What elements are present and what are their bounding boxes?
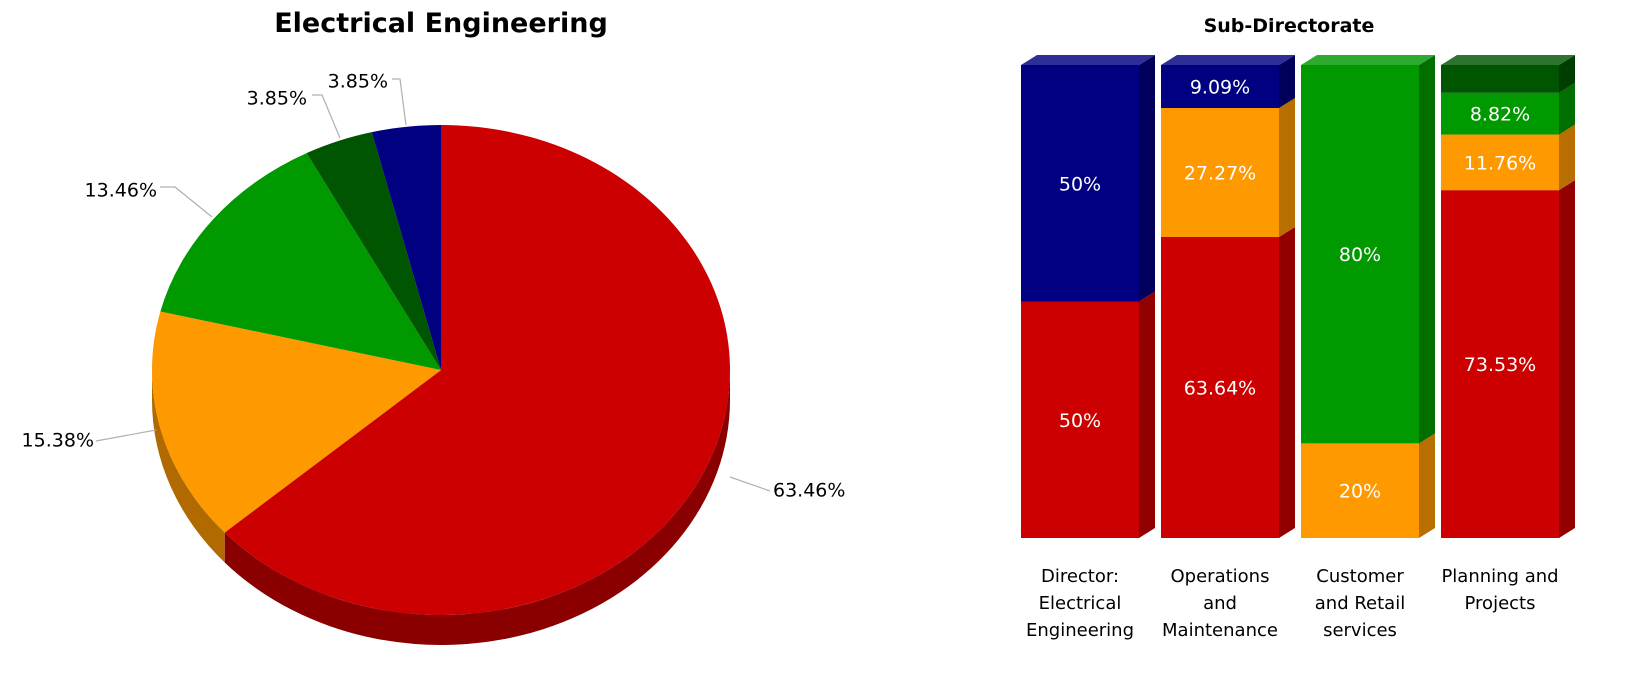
bar-segment-label-2-0: 20%	[1339, 481, 1381, 503]
bar-category-label-3-1: Projects	[1465, 593, 1536, 614]
bar-segment-side-1-1	[1279, 97, 1295, 237]
pie-slice-2[interactable]	[160, 153, 441, 370]
bar-chart-title: Sub-Directorate	[1204, 15, 1375, 37]
pie-leader-line-2	[160, 186, 213, 218]
pie-slice-0[interactable]	[224, 125, 730, 615]
stacked-bar-chart: 50% 50% Director: Electrical Engineering 63.6…	[1021, 55, 1575, 641]
bar-segment-label-2-1: 80%	[1339, 244, 1381, 266]
pie-slice-label-0: 63.46%	[773, 480, 845, 502]
bar-category-label-1-1: and	[1203, 593, 1237, 614]
pie-slice-side-0	[224, 370, 730, 645]
pie-slice-label-2: 13.46%	[85, 180, 157, 202]
bar-segment-side-3-3	[1559, 55, 1575, 93]
bar-category-label-3-0: Planning and	[1441, 566, 1558, 587]
pie-leader-line-4	[392, 78, 407, 126]
bar-segment-3-0[interactable]	[1441, 190, 1559, 538]
bar-segment-side-3-0	[1559, 180, 1575, 538]
pie-slice-3[interactable]	[306, 132, 441, 370]
pie-slice-4[interactable]	[371, 125, 441, 370]
pie-leader-line-3	[312, 94, 341, 139]
bar-top-face-2	[1301, 55, 1435, 65]
bar-segment-3-3[interactable]	[1441, 65, 1559, 93]
bar-segment-label-3-0: 73.53%	[1464, 354, 1536, 376]
bar-category-label-1-2: Maintenance	[1162, 620, 1278, 641]
bar-segment-2-0[interactable]	[1301, 443, 1419, 538]
bar-column-0: 50% 50%	[1021, 55, 1155, 538]
bar-segment-label-1-2: 9.09%	[1190, 76, 1250, 98]
bar-category-label-2-1: and Retail	[1315, 593, 1405, 614]
bar-segment-1-1[interactable]	[1161, 107, 1279, 237]
bar-segment-label-0-0: 50%	[1059, 410, 1101, 432]
bar-category-label-0-1: Electrical	[1039, 593, 1122, 614]
pie-slice-label-4: 3.85%	[328, 71, 388, 93]
bar-category-label-0-0: Director:	[1041, 566, 1119, 587]
bar-column-3: 73.53% 11.76% 8.82%	[1441, 55, 1575, 538]
bar-top-face-3	[1441, 55, 1575, 65]
bar-segment-label-3-2: 8.82%	[1470, 104, 1530, 126]
bar-segment-side-1-0	[1279, 226, 1295, 539]
bar-column-1: 63.64% 27.27% 9.09%	[1161, 55, 1295, 539]
bar-segment-side-2-0	[1419, 433, 1435, 538]
bar-segment-3-2[interactable]	[1441, 92, 1559, 135]
bar-segment-0-1[interactable]	[1021, 65, 1139, 302]
pie-slice-label-1: 15.38%	[22, 430, 94, 452]
bar-segment-0-0[interactable]	[1021, 301, 1139, 539]
pie-slice-1[interactable]	[152, 311, 442, 533]
bar-category-label-0-2: Engineering	[1026, 620, 1134, 641]
pie-side-walls	[152, 370, 730, 645]
bar-segment-side-2-1	[1419, 55, 1435, 444]
bar-segment-2-1[interactable]	[1301, 65, 1419, 444]
bar-segment-3-1[interactable]	[1441, 134, 1559, 191]
pie-slice-side-1	[152, 370, 225, 563]
bar-segment-side-1-2	[1279, 55, 1295, 108]
bar-segment-side-3-2	[1559, 82, 1575, 135]
bar-segment-label-1-0: 63.64%	[1184, 377, 1256, 399]
bar-segment-label-3-1: 11.76%	[1464, 152, 1536, 174]
bar-segment-1-0[interactable]	[1161, 236, 1279, 539]
pie-chart: 63.46% 15.38% 13.46% 3.85% 3.85%	[22, 71, 845, 645]
pie-chart-title: Electrical Engineering	[274, 8, 608, 39]
bar-category-label-1-0: Operations	[1171, 566, 1270, 587]
bar-segment-label-0-1: 50%	[1059, 173, 1101, 195]
pie-slice-label-3: 3.85%	[247, 88, 307, 110]
pie-leader-line-0	[729, 476, 771, 492]
bar-segment-label-1-1: 27.27%	[1184, 162, 1256, 184]
pie-leader-line-1	[95, 429, 157, 442]
bar-segment-1-2[interactable]	[1161, 65, 1279, 108]
bar-segment-side-3-1	[1559, 124, 1575, 191]
bar-column-2: 20% 80%	[1301, 55, 1435, 538]
bar-segment-side-0-1	[1139, 55, 1155, 302]
bar-category-label-2-0: Customer	[1316, 566, 1404, 587]
bar-segment-side-0-0	[1139, 291, 1155, 538]
bar-top-face-1	[1161, 55, 1295, 65]
bar-category-label-2-2: services	[1323, 620, 1397, 641]
bar-top-face-0	[1021, 55, 1155, 65]
